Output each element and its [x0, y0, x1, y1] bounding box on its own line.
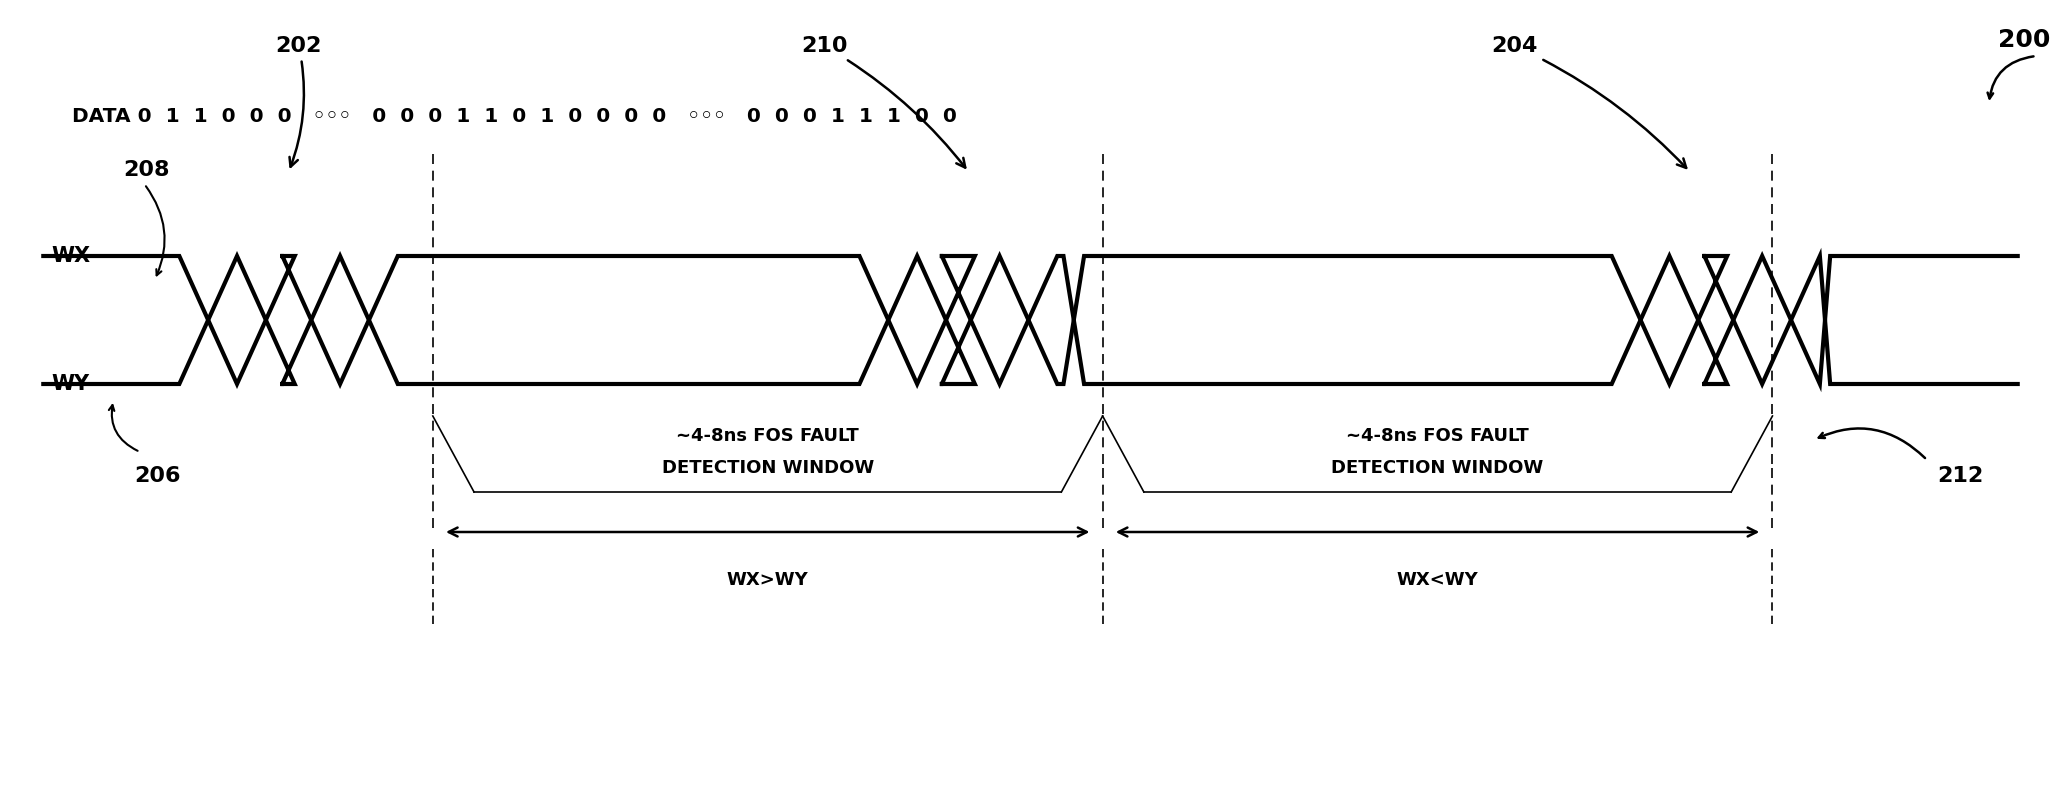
Text: WX>WY: WX>WY — [728, 571, 808, 589]
Text: 210: 210 — [802, 36, 965, 167]
Text: WX<WY: WX<WY — [1397, 571, 1478, 589]
Text: 206: 206 — [134, 466, 181, 486]
Text: WX: WX — [52, 246, 91, 266]
Text: 204: 204 — [1492, 36, 1686, 168]
Text: 200: 200 — [1999, 28, 2051, 52]
Text: DETECTION WINDOW: DETECTION WINDOW — [662, 459, 874, 477]
Text: ~4-8ns FOS FAULT: ~4-8ns FOS FAULT — [1346, 427, 1529, 445]
Text: 208: 208 — [124, 160, 171, 180]
Text: DETECTION WINDOW: DETECTION WINDOW — [1331, 459, 1544, 477]
Text: WY: WY — [52, 374, 89, 394]
Text: 212: 212 — [1937, 466, 1983, 486]
Text: 202: 202 — [276, 36, 322, 166]
Text: DATA 0  1  1  0  0  0   ◦◦◦   0  0  0  1  1  0  1  0  0  0  0   ◦◦◦   0  0  0  1: DATA 0 1 1 0 0 0 ◦◦◦ 0 0 0 1 1 0 1 0 0 0… — [72, 106, 956, 126]
Text: ~4-8ns FOS FAULT: ~4-8ns FOS FAULT — [676, 427, 859, 445]
